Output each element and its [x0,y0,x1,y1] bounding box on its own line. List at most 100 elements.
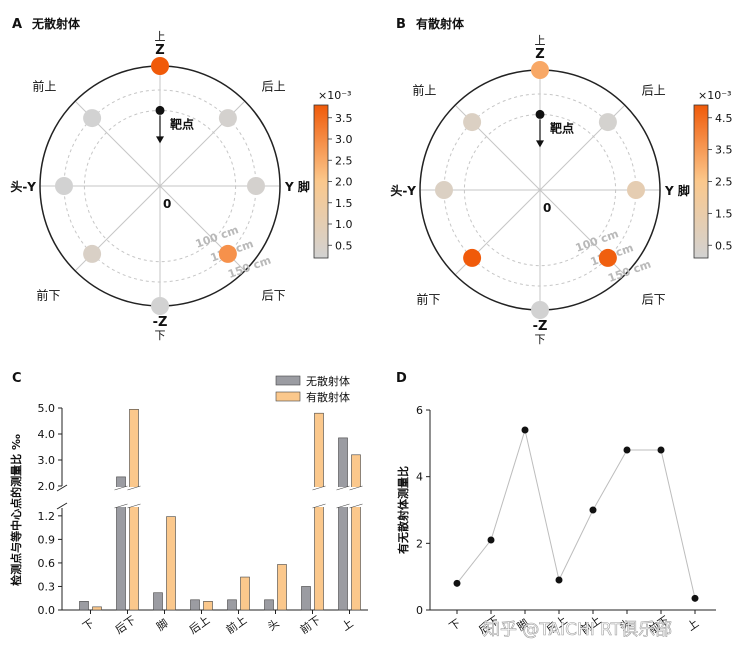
bar-break-mark [114,503,128,509]
colorbar-exponent: ×10⁻³ [318,89,351,102]
left-label: 头-Y [390,183,416,198]
colorbar-tick-label: 3.5 [715,144,733,157]
data-point [691,594,699,602]
bar [240,576,250,611]
panel-a-letter: A [12,17,22,32]
bottom-en-label: -Z [153,315,168,330]
colorbar-b: ×10⁻³ 4.5 3.5 2.5 1.5 0.5 [693,89,733,259]
data-point [623,446,631,454]
upper-left-label: 前上 [32,78,56,93]
panel-d-letter: D [396,371,407,386]
bar [92,606,102,611]
x-tick-label: 上 [339,617,355,634]
target-marker [535,109,545,119]
bar-break-mark [114,485,128,491]
lower-right-label: 后下 [642,293,666,307]
upper-right-label: 后上 [642,83,666,97]
dose-point [218,244,237,263]
panel-d: D 有无散射体测量比 0246下 后下脚后上 前上头前下上 [396,371,716,637]
top-en-label: Z [155,43,164,58]
panel-d-ylabel: 有无散射体测量比 [396,466,410,554]
y-tick-label: 2 [416,537,423,550]
axis-break-mark [56,502,68,510]
upper-left-label: 前上 [412,82,436,97]
colorbar-a: ×10⁻³ 3.5 3.0 2.5 2.0 1.5 1.0 0.5 [313,89,353,259]
bar [153,592,163,611]
dose-point [83,244,102,263]
bar [79,601,89,611]
bar [351,454,361,611]
y-tick-label: 3.0 [38,454,56,467]
bottom-cn-label: 下 [535,333,546,346]
dose-point [531,61,549,79]
top-cn-label: 上 [155,30,166,43]
y-tick-label: 4 [416,471,423,484]
data-point [657,446,665,454]
dose-point [435,181,453,199]
upper-right-label: 后上 [262,79,286,93]
y-tick-label: 6 [416,404,423,417]
legend-label-with-scatter: 有散射体 [306,390,350,404]
x-tick-label: 前下 [297,613,323,637]
target-label: 靶点 [550,120,574,135]
bar [227,599,237,611]
data-point [521,426,529,434]
radial-line [74,100,246,272]
bar [338,437,348,611]
bar [116,476,126,611]
y-tick-label: 0 [416,604,423,617]
series-line [456,428,696,599]
bottom-en-label: -Z [533,319,548,334]
colorbar-tick-label: 1.5 [335,197,353,210]
axis-break-mark [56,484,68,492]
bar [314,412,324,611]
bar-break-mark [312,503,326,509]
data-point [453,579,461,587]
x-tick-label: 后下 [113,613,138,636]
data-point [487,536,495,544]
dose-point [531,301,549,319]
panel-b-letter: B [396,17,406,32]
panel-c-ylabel: 检测点与等中心点的测量比 ‰ [9,434,23,586]
dose-point [463,113,482,132]
panel-c-letter: C [12,371,22,386]
y-tick-label: 0.6 [38,557,56,570]
colorbar-tick-label: 1.0 [335,218,353,231]
y-tick-label: 5.0 [38,402,56,415]
radial-line [454,104,626,276]
x-tick-label: 下 [80,617,96,634]
panel-c: C 检测点与等中心点的测量比 ‰ 无散射体 有散射体 0.0 0.3 0.6 0.9 1… [9,371,368,637]
lower-right-label: 后下 [262,289,286,303]
dose-point [151,57,169,75]
y-tick-label: 1.2 [38,510,56,523]
colorbar-gradient [313,104,329,259]
target-arrow-head [536,140,544,148]
panel-b-title: 有散射体 [416,16,465,31]
x-tick-label: 后上 [187,613,212,636]
colorbar-tick-label: 2.5 [715,176,733,189]
dose-point [463,248,482,267]
colorbar-gradient [693,104,709,259]
bar-break-mark [312,485,326,491]
line-chart-d: 0246下 后下脚后上 前上头前下上 [416,404,716,637]
bar-break-gap [350,487,362,507]
legend-swatch-with-scatter [275,391,301,402]
y-tick-label: 0.3 [38,580,56,593]
watermark: 知乎 @TAICHI RT俱乐部 [483,620,672,640]
data-point [555,576,563,584]
left-label: 头-Y [10,179,36,194]
dose-point [218,109,237,128]
dose-point [83,109,102,128]
y-tick-label: 0.0 [38,604,56,617]
dose-point [151,297,169,315]
legend-label-no-scatter: 无散射体 [306,374,350,388]
dose-point [598,248,617,267]
bar-break-mark [349,503,363,509]
bar [166,516,176,611]
bar-break-mark [349,485,363,491]
lower-left-label: 前下 [36,288,60,303]
colorbar-exponent: ×10⁻³ [698,89,731,102]
